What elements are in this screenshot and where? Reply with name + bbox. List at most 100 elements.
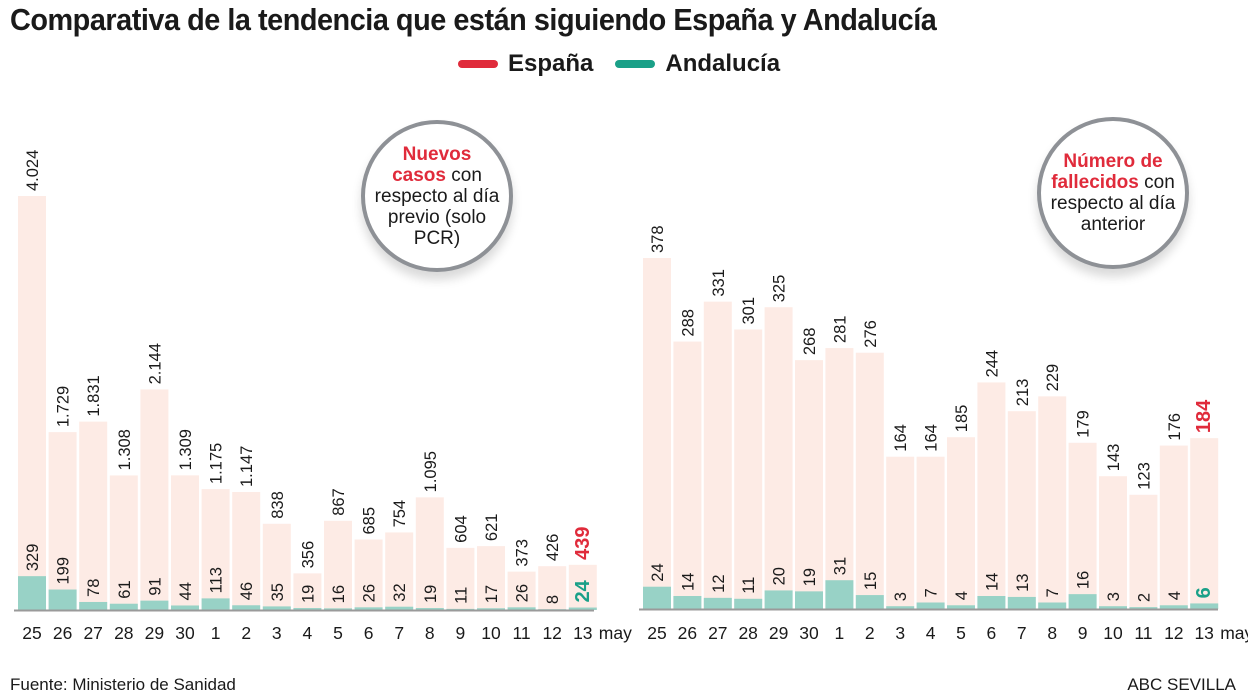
bar-espana xyxy=(1159,445,1188,609)
x-tick-label: 12 xyxy=(1164,623,1183,643)
bar-andalucia xyxy=(1159,605,1188,609)
x-tick-label: 7 xyxy=(394,623,404,643)
label-andalucia: 78 xyxy=(85,579,103,597)
bar-espana xyxy=(477,546,505,610)
x-tick-label: 9 xyxy=(456,623,466,643)
bar-andalucia xyxy=(673,596,702,609)
bar-andalucia xyxy=(293,608,322,610)
bar-espana xyxy=(324,520,352,610)
legend-label-andalucia: Andalucía xyxy=(665,50,781,77)
bar-andalucia xyxy=(734,598,763,609)
label-andalucia: 61 xyxy=(116,580,134,598)
bar-andalucia xyxy=(171,605,199,610)
bar-andalucia xyxy=(262,606,291,610)
label-espana: 143 xyxy=(1105,444,1123,472)
label-andalucia: 44 xyxy=(177,582,195,600)
label-andalucia: 7 xyxy=(923,588,941,597)
label-andalucia: 19 xyxy=(299,585,317,603)
label-andalucia: 24 xyxy=(649,563,667,581)
x-tick-label: 1 xyxy=(211,623,221,643)
bar-espana xyxy=(79,421,108,610)
x-tick-label: 8 xyxy=(1047,623,1057,643)
x-tick-label: 3 xyxy=(895,623,905,643)
label-andalucia: 12 xyxy=(710,574,728,592)
bar-andalucia xyxy=(415,608,444,610)
bar-andalucia xyxy=(324,608,352,610)
x-tick-label: 4 xyxy=(926,623,936,643)
source-note: Fuente: Ministerio de Sanidad xyxy=(10,675,236,694)
bar-andalucia xyxy=(886,606,915,609)
label-andalucia: 14 xyxy=(983,573,1001,591)
label-andalucia: 113 xyxy=(208,567,226,593)
bar-espana xyxy=(1068,442,1097,609)
label-espana: 164 xyxy=(892,424,910,452)
x-tick-label: 29 xyxy=(769,623,788,643)
bar-espana xyxy=(977,382,1006,609)
label-espana: 1.095 xyxy=(422,451,440,492)
x-tick-label: 4 xyxy=(303,623,313,643)
bar-espana xyxy=(703,301,732,609)
bar-andalucia xyxy=(643,586,671,609)
bar-andalucia xyxy=(568,607,597,610)
bar-andalucia xyxy=(232,605,261,610)
bar-andalucia xyxy=(855,595,884,609)
label-espana: 185 xyxy=(953,405,971,433)
bar-andalucia xyxy=(140,600,169,610)
label-espana: 301 xyxy=(740,297,758,325)
label-espana: 373 xyxy=(514,539,532,567)
label-espana: 123 xyxy=(1135,462,1153,490)
bar-espana xyxy=(734,329,763,609)
x-tick-label: 29 xyxy=(145,623,164,643)
bar-espana xyxy=(201,489,230,610)
bar-andalucia xyxy=(1099,606,1127,609)
label-espana: 621 xyxy=(483,514,501,542)
legend-swatch-espana xyxy=(458,60,498,68)
label-andalucia: 11 xyxy=(740,577,758,594)
bar-espana xyxy=(855,352,884,609)
label-andalucia: 4 xyxy=(953,591,971,600)
x-tick-label: 5 xyxy=(956,623,966,643)
label-espana: 754 xyxy=(391,500,409,528)
x-tick-label: 2 xyxy=(241,623,251,643)
legend-label-espana: España xyxy=(508,50,594,77)
bar-espana xyxy=(795,360,823,609)
x-tick-label: 30 xyxy=(175,623,195,643)
label-andalucia: 7 xyxy=(1044,588,1062,597)
x-tick-label: 27 xyxy=(708,623,727,643)
label-andalucia: 14 xyxy=(679,573,697,591)
label-espana: 268 xyxy=(801,328,819,356)
label-andalucia: 4 xyxy=(1166,591,1184,600)
x-tick-label: 5 xyxy=(333,623,343,643)
bar-espana xyxy=(1099,476,1127,609)
label-andalucia: 24 xyxy=(572,579,594,602)
label-andalucia: 26 xyxy=(361,584,379,602)
bar-espana xyxy=(385,532,414,610)
bar-espana xyxy=(886,456,915,609)
bar-andalucia xyxy=(947,605,975,609)
label-espana: 184 xyxy=(1193,399,1215,433)
label-espana: 1.175 xyxy=(208,443,226,484)
label-andalucia: 8 xyxy=(544,595,562,604)
bar-espana xyxy=(232,491,261,610)
label-espana: 244 xyxy=(983,350,1001,378)
bar-espana xyxy=(109,475,138,610)
label-andalucia: 91 xyxy=(146,577,164,595)
bar-espana xyxy=(48,432,77,610)
bar-espana xyxy=(140,389,169,610)
badge-text: con respecto al día previo (solo PCR) xyxy=(374,164,500,249)
x-tick-label: 2 xyxy=(865,623,875,643)
x-tick-label: 8 xyxy=(425,623,435,643)
label-espana: 1.309 xyxy=(177,429,195,470)
bar-andalucia xyxy=(795,591,823,609)
label-andalucia: 16 xyxy=(1075,571,1093,589)
bar-andalucia xyxy=(446,608,475,610)
label-espana: 288 xyxy=(679,309,697,337)
label-andalucia: 19 xyxy=(422,585,440,603)
label-espana: 685 xyxy=(361,507,379,535)
bar-andalucia xyxy=(1007,596,1036,609)
label-espana: 164 xyxy=(923,424,941,452)
legend-item-andalucia: Andalucía xyxy=(615,50,780,78)
bar-espana xyxy=(1038,396,1067,609)
bar-andalucia xyxy=(1068,594,1097,609)
